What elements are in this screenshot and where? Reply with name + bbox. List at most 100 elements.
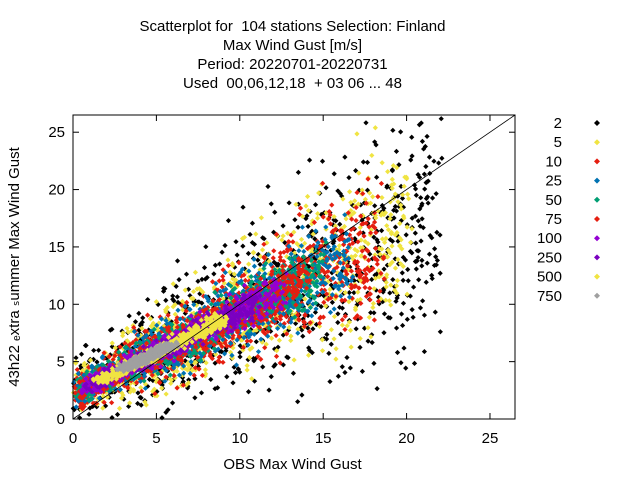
data-point: [419, 216, 425, 222]
data-point: [237, 354, 243, 360]
data-point: [80, 386, 86, 392]
data-point: [215, 298, 221, 304]
data-point: [426, 154, 433, 160]
data-point: [295, 312, 301, 318]
data-point: [413, 240, 419, 246]
data-point: [342, 154, 348, 160]
data-point: [349, 216, 355, 222]
data-point: [137, 337, 143, 343]
data-point: [256, 321, 262, 327]
data-point: [154, 389, 160, 395]
data-point: [243, 314, 249, 321]
data-point: [200, 293, 207, 299]
data-point: [261, 241, 267, 247]
data-point: [306, 157, 313, 163]
data-point: [196, 366, 202, 372]
data-point: [308, 295, 315, 301]
data-point: [250, 286, 256, 293]
data-point: [351, 290, 357, 296]
data-point: [137, 378, 144, 384]
data-point: [405, 191, 411, 197]
data-point: [163, 309, 169, 315]
data-point: [350, 274, 356, 280]
data-point: [369, 266, 375, 273]
data-point: [399, 195, 406, 201]
data-point: [346, 267, 352, 273]
data-point: [279, 263, 286, 270]
data-point: [284, 331, 290, 337]
data-point: [253, 339, 259, 345]
data-point: [123, 344, 129, 350]
data-point: [276, 295, 283, 301]
data-point: [281, 249, 287, 255]
data-point: [300, 263, 306, 269]
data-point: [297, 205, 304, 211]
data-point: [200, 350, 207, 356]
data-point: [274, 290, 280, 296]
data-point: [398, 311, 405, 317]
data-point: [299, 258, 305, 264]
data-point: [370, 223, 376, 229]
data-point: [298, 278, 304, 284]
data-point: [393, 208, 400, 214]
data-point: [348, 268, 355, 274]
data-point: [433, 191, 439, 197]
data-point: [100, 393, 107, 400]
data-point: [169, 400, 176, 406]
data-point: [330, 285, 336, 291]
data-point: [115, 382, 121, 388]
data-point: [267, 313, 274, 320]
data-point: [277, 314, 283, 320]
data-point: [336, 286, 342, 292]
data-point: [323, 210, 329, 216]
data-point: [328, 276, 335, 282]
data-point: [396, 235, 403, 241]
data-point: [351, 283, 358, 290]
data-point: [138, 384, 144, 391]
data-point: [139, 325, 145, 331]
data-point: [297, 283, 304, 289]
data-point: [398, 202, 404, 208]
data-point: [225, 262, 231, 269]
data-point: [296, 317, 302, 323]
data-point: [251, 256, 257, 262]
data-point: [195, 278, 201, 284]
data-point: [99, 390, 106, 397]
data-point: [393, 148, 400, 154]
data-point: [222, 242, 228, 249]
data-point: [91, 347, 97, 354]
data-point: [372, 203, 378, 209]
data-point: [156, 320, 162, 326]
data-point: [261, 265, 267, 272]
data-point: [299, 224, 306, 230]
data-point: [341, 248, 347, 254]
data-point: [323, 224, 329, 230]
data-point: [379, 236, 386, 242]
chart-title-line-1: Scatterplot for 104 stations Selection: …: [139, 18, 446, 35]
data-point: [415, 218, 421, 224]
data-point: [211, 342, 217, 348]
data-point: [163, 297, 169, 303]
data-point: [416, 277, 422, 283]
data-point: [419, 263, 425, 269]
data-point: [220, 329, 226, 336]
data-point: [277, 254, 283, 260]
data-point: [151, 367, 157, 373]
data-point: [305, 223, 311, 230]
data-point: [305, 207, 312, 214]
data-point: [363, 247, 370, 253]
data-point: [407, 293, 413, 299]
data-point: [164, 304, 171, 311]
data-point: [375, 294, 382, 300]
data-point: [233, 239, 239, 245]
data-point: [374, 270, 380, 276]
data-point: [371, 310, 377, 316]
data-point: [362, 196, 368, 202]
data-point: [325, 296, 331, 303]
data-point: [255, 251, 261, 258]
data-point: [385, 227, 392, 233]
data-point: [286, 324, 292, 331]
data-point: [192, 376, 198, 382]
data-point: [426, 251, 433, 257]
data-point: [291, 273, 297, 280]
